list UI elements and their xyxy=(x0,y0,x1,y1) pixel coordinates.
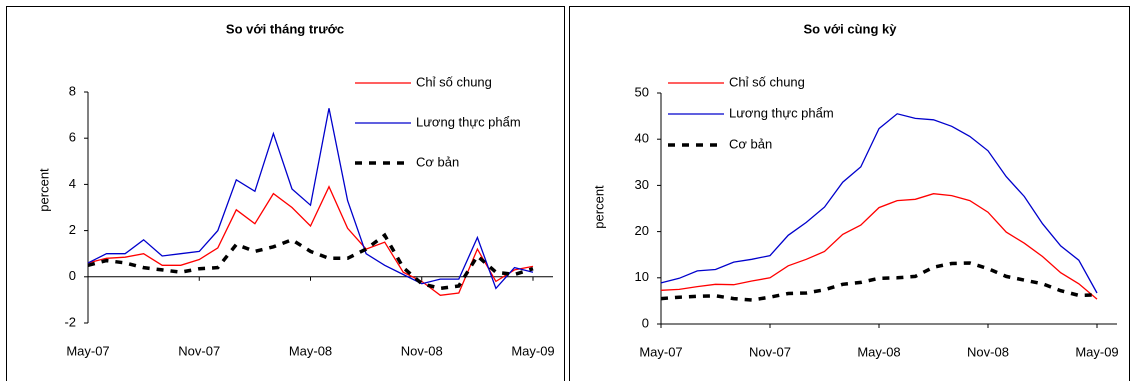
series-line xyxy=(87,108,534,290)
y-tick-label: 6 xyxy=(69,130,76,145)
legend-label: Chỉ số chung xyxy=(416,74,492,89)
x-tick-label: Nov-07 xyxy=(178,343,220,358)
series-line xyxy=(87,185,534,296)
y-tick-label: 30 xyxy=(635,177,649,192)
y-axis-label: percent xyxy=(591,185,606,229)
x-tick-label: May-09 xyxy=(1075,344,1118,359)
x-tick-label: May-07 xyxy=(639,344,682,359)
y-tick-label: -2 xyxy=(64,314,76,329)
y-tick-label: 40 xyxy=(635,131,649,146)
series-line xyxy=(660,261,1098,302)
legend-label: Chỉ số chung xyxy=(729,74,805,89)
y-tick-label: 10 xyxy=(635,269,649,284)
legend-label: Cơ bản xyxy=(416,154,459,169)
x-tick-label: May-09 xyxy=(511,343,554,358)
y-tick-label: 50 xyxy=(635,84,649,99)
x-tick-label: May-08 xyxy=(857,344,900,359)
series-line xyxy=(660,113,1098,294)
x-tick-label: Nov-08 xyxy=(401,343,443,358)
x-tick-label: Nov-08 xyxy=(967,344,1009,359)
y-tick-label: 2 xyxy=(69,222,76,237)
y-tick-label: 0 xyxy=(642,315,649,330)
legend-label: Lương thực phẩm xyxy=(416,114,521,129)
y-tick-label: 4 xyxy=(69,176,76,191)
series-line xyxy=(660,193,1098,300)
series-line xyxy=(87,232,534,291)
x-tick-label: Nov-07 xyxy=(749,344,791,359)
chart-title: So với cùng kỳ xyxy=(803,21,897,36)
y-axis-label: percent xyxy=(36,168,51,212)
chart-title: So với tháng trước xyxy=(226,21,344,36)
legend-label: Cơ bản xyxy=(729,136,772,151)
panel-border xyxy=(569,6,1130,381)
y-tick-label: 20 xyxy=(635,223,649,238)
panel-border xyxy=(6,6,565,381)
y-tick-label: 8 xyxy=(69,83,76,98)
legend-label: Lương thực phẩm xyxy=(729,105,834,120)
x-tick-label: May-07 xyxy=(66,343,109,358)
y-tick-label: 0 xyxy=(69,268,76,283)
x-tick-label: May-08 xyxy=(289,343,332,358)
